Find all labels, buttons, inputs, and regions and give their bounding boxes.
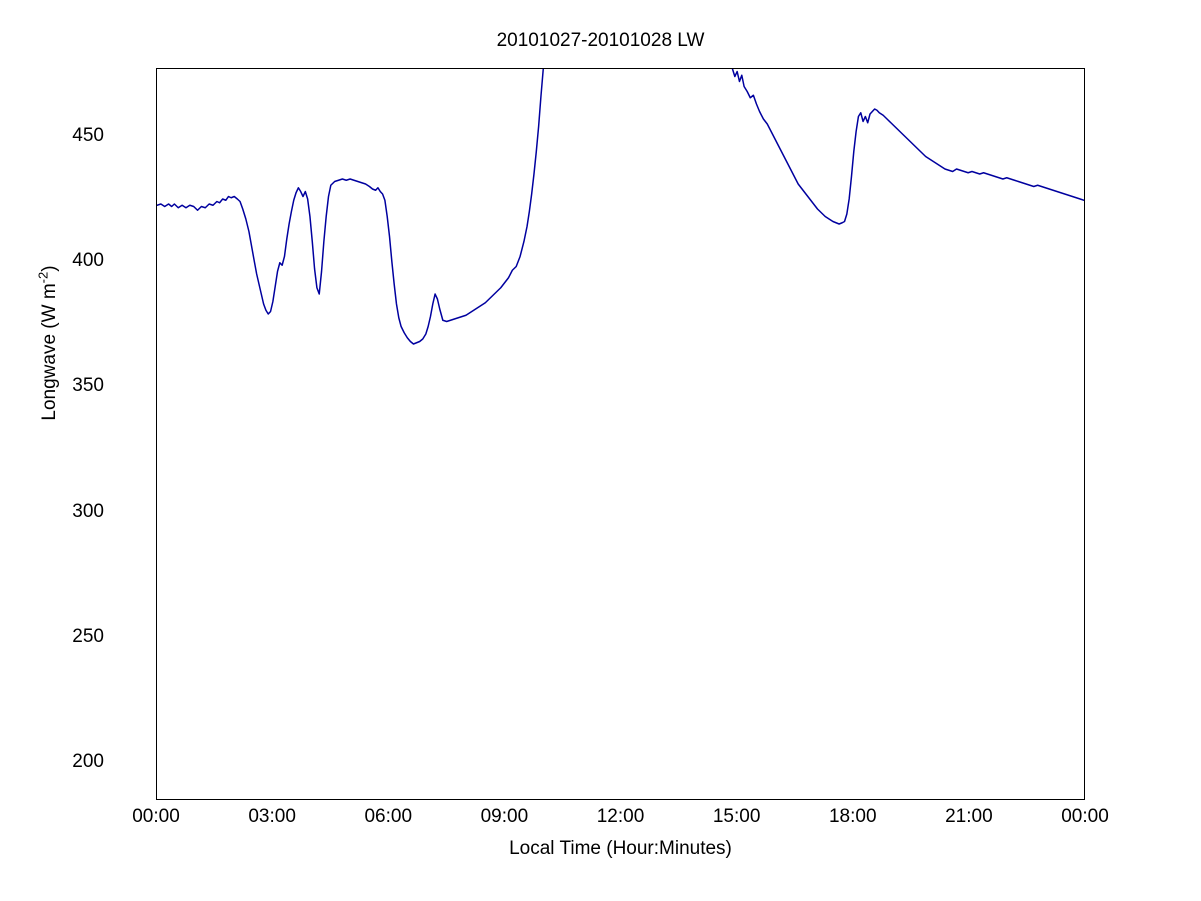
y-axis-label-base: Longwave (W m: [39, 283, 60, 421]
x-axis-tick-label: 21:00: [945, 806, 993, 827]
x-axis-label: Local Time (Hour:Minutes): [509, 838, 732, 859]
y-axis-tick-label: 200: [72, 751, 104, 773]
y-axis-tick-label: 250: [72, 626, 104, 648]
y-axis-label-close: ): [39, 265, 60, 272]
y-axis-tick-label: 350: [72, 375, 104, 397]
data-line-svg: [157, 69, 1084, 345]
y-axis-tick-label: 300: [72, 500, 104, 522]
y-axis-tick-label: 450: [72, 124, 104, 146]
chart-title: 20101027-20101028 LW: [496, 30, 705, 51]
y-axis-label: Longwave (W m-2): [35, 223, 61, 463]
x-axis-tick-label: 00:00: [132, 806, 180, 827]
x-axis-tick-label: 03:00: [248, 806, 296, 827]
x-axis-tick-label: 09:00: [480, 806, 529, 827]
series-line-longwave: [157, 69, 1084, 345]
x-axis-tick-label: 12:00: [596, 806, 645, 827]
y-axis-label-exponent: -2: [35, 271, 51, 284]
x-axis-tick-label: 15:00: [712, 806, 761, 827]
x-axis-tick-label: 18:00: [828, 806, 877, 827]
x-axis-tick-label: 06:00: [364, 806, 413, 827]
plot-area: [156, 68, 1085, 800]
y-axis-tick-label: 400: [72, 250, 104, 272]
x-axis-tick-label: 00:00: [1061, 806, 1109, 827]
